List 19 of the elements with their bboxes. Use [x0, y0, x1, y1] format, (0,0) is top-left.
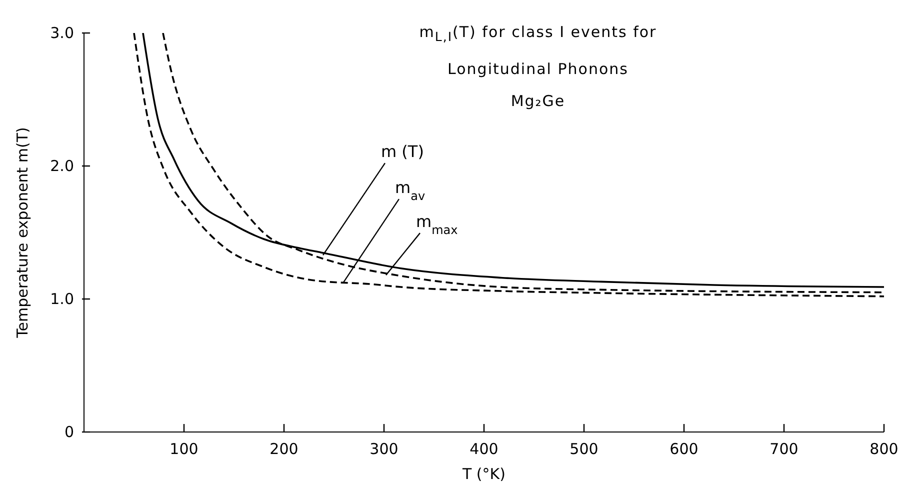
- y-tick-label: 0: [64, 423, 74, 441]
- x-tick-label: 300: [370, 440, 398, 458]
- x-tick-label: 600: [670, 440, 698, 458]
- x-tick-label: 200: [270, 440, 298, 458]
- x-tick-label: 700: [770, 440, 798, 458]
- chart-title: m$_{L,I}$(T) for class I events for: [418, 22, 658, 46]
- y-axis-title: Temperature exponent m(T): [13, 127, 32, 339]
- annotation: m$_{max}$: [416, 212, 458, 238]
- y-tick-label: 2.0: [50, 157, 74, 175]
- x-tick-label: 100: [170, 440, 198, 458]
- y-tick-label: 1.0: [50, 290, 74, 308]
- y-tick-label: 3.0: [50, 24, 74, 42]
- x-tick-label: 500: [570, 440, 598, 458]
- annotation: m (T): [381, 142, 424, 162]
- annotation: m$_{av}$: [395, 178, 426, 204]
- x-tick-label: 800: [870, 440, 898, 458]
- text: Longitudinal Phonons Mg₂Ge: [446, 59, 630, 112]
- x-axis-title: T (°K): [462, 465, 506, 483]
- x-tick-label: 400: [470, 440, 498, 458]
